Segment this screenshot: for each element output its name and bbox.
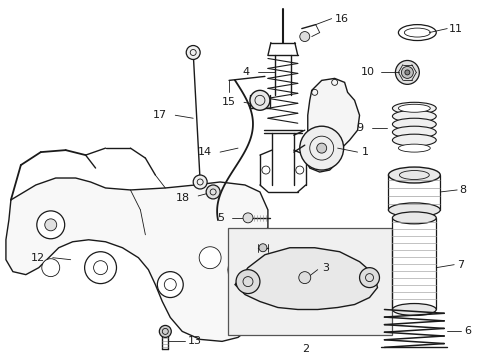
Text: 18: 18	[176, 193, 190, 203]
Circle shape	[316, 143, 326, 153]
Circle shape	[186, 45, 200, 59]
Circle shape	[41, 259, 60, 276]
Ellipse shape	[392, 134, 435, 146]
Text: 17: 17	[153, 110, 167, 120]
Text: 5: 5	[217, 213, 224, 223]
Text: 4: 4	[243, 67, 249, 77]
Ellipse shape	[387, 203, 439, 217]
Ellipse shape	[392, 110, 435, 122]
Ellipse shape	[392, 212, 435, 224]
Text: 12: 12	[31, 253, 45, 263]
Text: 11: 11	[448, 24, 462, 33]
Circle shape	[395, 60, 419, 84]
Text: 13: 13	[188, 336, 202, 346]
Text: 10: 10	[360, 67, 374, 77]
Ellipse shape	[387, 167, 439, 183]
Circle shape	[299, 32, 309, 41]
Circle shape	[359, 268, 379, 288]
Circle shape	[259, 244, 266, 252]
Text: 15: 15	[222, 97, 236, 107]
Circle shape	[243, 213, 252, 223]
Circle shape	[193, 175, 207, 189]
Polygon shape	[235, 248, 377, 310]
Polygon shape	[6, 178, 267, 341]
Circle shape	[401, 67, 412, 78]
Circle shape	[404, 70, 409, 75]
Polygon shape	[304, 78, 359, 172]
Text: 14: 14	[198, 147, 212, 157]
Circle shape	[45, 219, 57, 231]
Circle shape	[37, 211, 64, 239]
Circle shape	[299, 126, 343, 170]
Circle shape	[206, 185, 220, 199]
Text: 16: 16	[334, 14, 348, 24]
Text: 1: 1	[361, 147, 368, 157]
Ellipse shape	[392, 118, 435, 130]
Circle shape	[249, 90, 269, 110]
Circle shape	[236, 270, 260, 293]
Bar	[227, 228, 392, 336]
Circle shape	[84, 252, 116, 284]
Circle shape	[159, 325, 171, 337]
Text: 9: 9	[356, 123, 363, 133]
Text: 7: 7	[456, 260, 463, 270]
Text: 6: 6	[463, 327, 470, 336]
Circle shape	[199, 247, 221, 269]
Ellipse shape	[398, 104, 429, 112]
Text: 3: 3	[321, 263, 328, 273]
Ellipse shape	[392, 126, 435, 138]
Ellipse shape	[398, 144, 429, 152]
Text: 2: 2	[302, 345, 309, 354]
Ellipse shape	[392, 303, 435, 315]
Circle shape	[157, 272, 183, 298]
Text: 8: 8	[458, 185, 466, 195]
Circle shape	[298, 272, 310, 284]
Ellipse shape	[398, 24, 435, 41]
Ellipse shape	[392, 102, 435, 114]
